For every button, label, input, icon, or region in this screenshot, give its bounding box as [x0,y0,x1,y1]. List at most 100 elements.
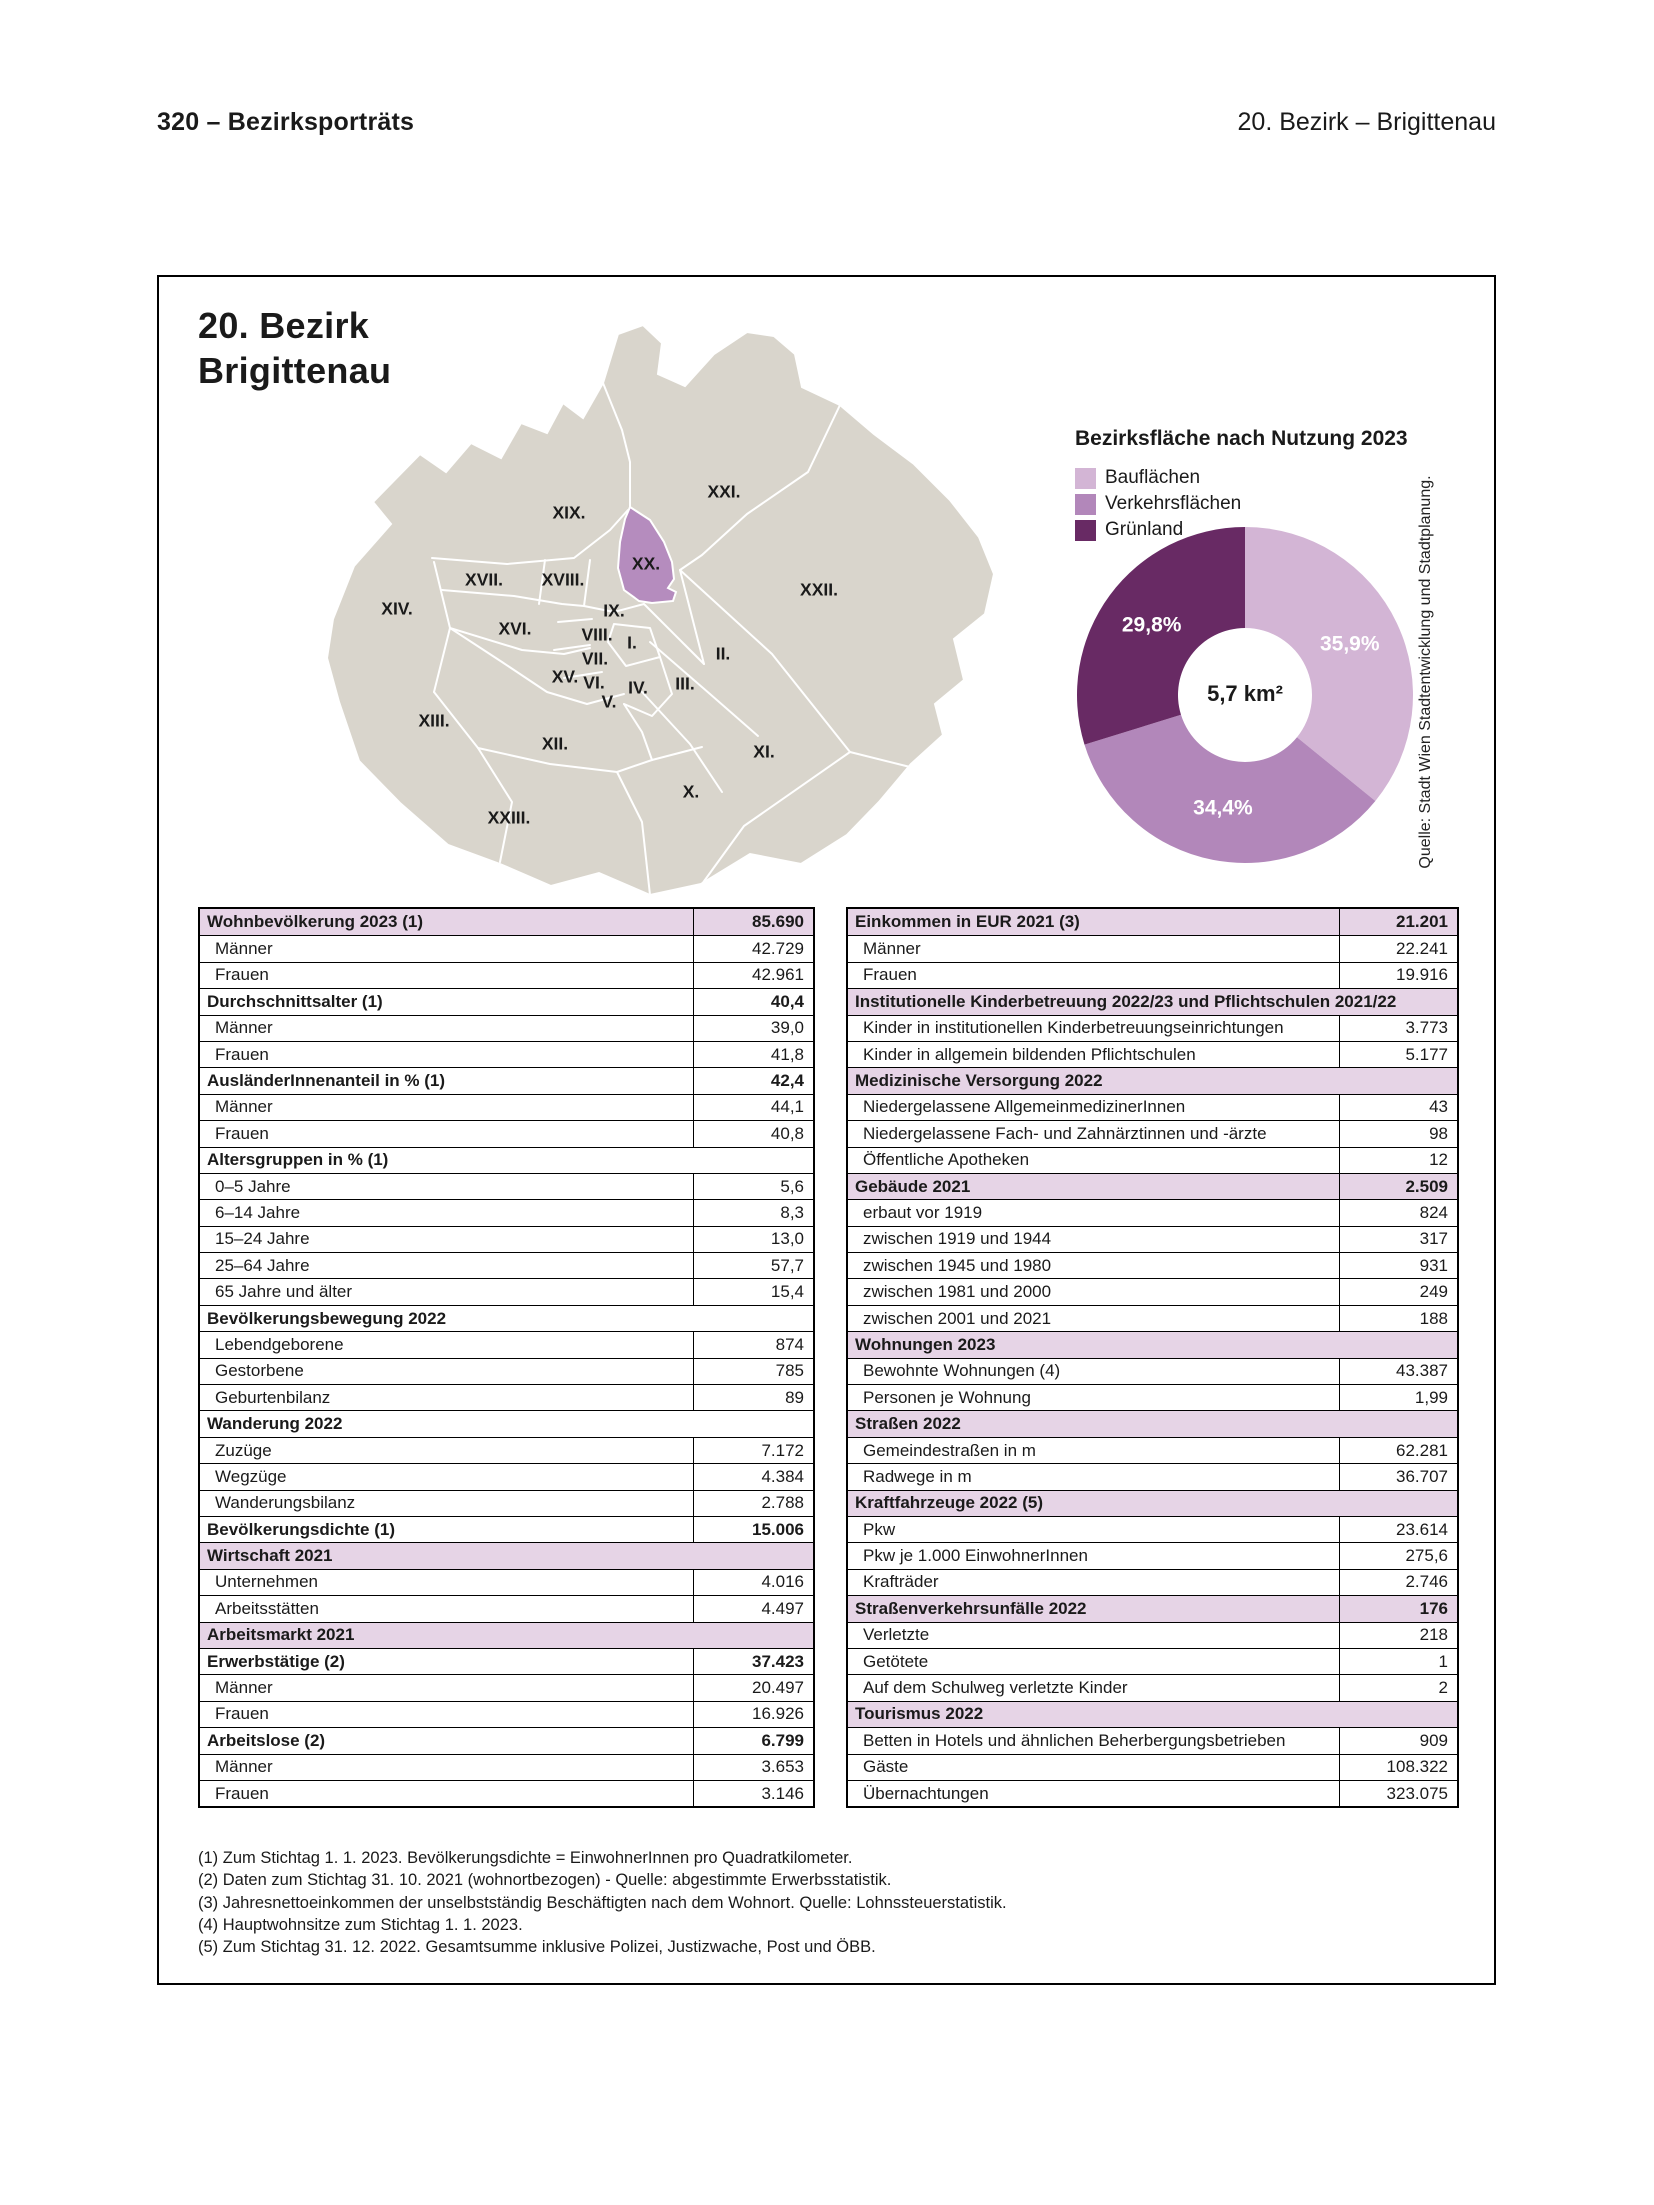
row-label: zwischen 2001 und 2021 [863,1308,1052,1328]
table-row: Kinder in institutionellen Kinderbetreuu… [848,1014,1457,1041]
row-label: Tourismus 2022 [855,1704,984,1724]
map-district-label: XIV. [381,599,412,619]
map-district-labels: I. II. III. IV. V.VI. VII. VIII. IX. X. XI. XII. XI… [381,482,838,828]
row-label: Lebendgeborene [215,1334,344,1354]
table-row: Wirtschaft 2021 [200,1542,813,1569]
table-row: Niedergelassene AllgemeinmedizinerInnen 4… [848,1093,1457,1121]
row-value: 43 [1339,1094,1457,1121]
donut-slice [1077,527,1245,745]
map-district-label: VIII. [581,625,612,645]
map-district-label: XIX. [552,503,585,523]
row-label: Altersgruppen in % (1) [207,1150,389,1170]
row-value: 6.799 [693,1728,813,1754]
table-row: Geburtenbilanz 89 [200,1384,813,1411]
table-row: Wegzüge 4.384 [200,1463,813,1490]
row-label: Institutionelle Kinderbetreuung 2022/23 … [855,991,1397,1011]
table-row: Kinder in allgemein bildenden Pflichtsch… [848,1040,1457,1068]
map-district-label: XIII. [418,711,449,731]
row-label: Wohnbevölkerung 2023 (1) [207,912,424,932]
table-row: Pkw 23.614 [848,1515,1457,1543]
row-label: Frauen [215,1783,269,1803]
row-label: Männer [215,1097,273,1117]
row-label: Wohnungen 2023 [855,1334,996,1354]
row-label: Auf dem Schulweg verletzte Kinder [863,1678,1128,1698]
map-district-label: II. [716,644,731,664]
map-district-label: XVIII. [542,570,585,590]
table-row: Einkommen in EUR 2021 (3) 21.201 [848,909,1457,936]
map-district-label: XV. [552,667,579,687]
row-label: Niedergelassene AllgemeinmedizinerInnen [863,1097,1186,1117]
table-row: Öffentliche Apotheken 12 [848,1146,1457,1173]
table-row: Medizinische Versorgung 2022 [848,1067,1457,1094]
row-label: 6–14 Jahre [215,1202,301,1222]
row-label: Unternehmen [215,1572,319,1592]
donut-slice [1084,714,1376,863]
stats-table-right: Einkommen in EUR 2021 (3) 21.201 Männer 22.… [846,907,1459,1809]
row-value: 41,8 [693,1041,813,1068]
row-value: 824 [1339,1200,1457,1226]
legend-item: Grünland [1075,517,1241,543]
table-row: Frauen 40,8 [200,1120,813,1147]
table-row: Lebendgeborene 874 [200,1331,813,1358]
row-value: 36.707 [1339,1464,1457,1490]
row-value: 785 [693,1358,813,1385]
row-label: Kraftfahrzeuge 2022 (5) [855,1493,1044,1513]
row-value: 275,6 [1339,1543,1457,1569]
table-row: Übernachtungen 323.075 [848,1779,1457,1807]
donut-slice [1245,527,1413,801]
row-label: 65 Jahre und älter [215,1282,353,1302]
row-value: 4.497 [693,1596,813,1622]
row-value: 15.006 [693,1516,813,1543]
row-label: Arbeitsmarkt 2021 [207,1625,355,1645]
legend-swatch [1075,467,1096,489]
table-row: erbaut vor 1919 824 [848,1199,1457,1226]
legend-item: Verkehrsflächen [1075,491,1241,517]
row-value: 43.387 [1339,1358,1457,1385]
legend-label: Bauflächen [1105,467,1201,488]
row-value: 37.423 [693,1648,813,1675]
row-value: 2.509 [1339,1173,1457,1200]
row-value: 218 [1339,1622,1457,1648]
row-label: Gestorbene [215,1361,304,1381]
table-row: zwischen 1919 und 1944 317 [848,1225,1457,1253]
map-district-borders [431,382,911,896]
table-row: Straßenverkehrsunfälle 2022 176 [848,1595,1457,1622]
table-row: Krafträder 2.746 [848,1568,1457,1596]
table-row: AusländerInnenanteil in % (1) 42,4 [200,1067,813,1094]
row-value: 2 [1339,1675,1457,1701]
table-row: zwischen 1945 und 1980 931 [848,1252,1457,1279]
row-label: Öffentliche Apotheken [863,1150,1030,1170]
row-value: 909 [1339,1728,1457,1754]
row-value: 85.690 [693,909,813,936]
table-row: Männer 3.653 [200,1753,813,1780]
chart-title: Bezirksfläche nach Nutzung 2023 [1075,427,1408,450]
row-label: Radwege in m [863,1466,972,1486]
donut-percent-label: 35,9% [1320,633,1380,656]
table-row: Erwerbstätige (2) 37.423 [200,1647,813,1675]
row-value: 7.172 [693,1437,813,1464]
row-value: 8,3 [693,1200,813,1226]
map-district-label: V. [602,692,617,712]
row-value: 2.746 [1339,1569,1457,1596]
table-row: Altersgruppen in % (1) [200,1146,813,1173]
table-row: Verletzte 218 [848,1621,1457,1648]
table-row: Frauen 41,8 [200,1040,813,1068]
row-label: Wanderung 2022 [207,1414,343,1434]
row-value: 3.773 [1339,1015,1457,1041]
row-label: Einkommen in EUR 2021 (3) [855,912,1080,932]
row-label: erbaut vor 1919 [863,1202,983,1222]
row-label: Gemeindestraßen in m [863,1440,1036,1460]
table-row: Frauen 19.916 [848,961,1457,989]
table-row: Radwege in m 36.707 [848,1463,1457,1490]
row-label: Frauen [215,1704,269,1724]
table-row: Unternehmen 4.016 [200,1568,813,1596]
table-row: Gäste 108.322 [848,1753,1457,1780]
row-label: Personen je Wohnung [863,1387,1031,1407]
row-value: 57,7 [693,1253,813,1279]
row-value: 22.241 [1339,936,1457,962]
map-district-label: XXI. [707,482,740,502]
row-value: 4.016 [693,1569,813,1596]
legend-swatch [1075,519,1096,541]
row-value: 176 [1339,1596,1457,1622]
row-value: 4.384 [693,1464,813,1490]
